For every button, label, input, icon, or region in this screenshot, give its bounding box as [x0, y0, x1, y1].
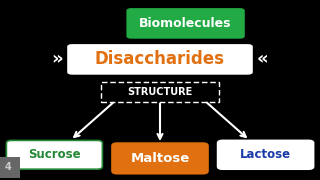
FancyBboxPatch shape	[112, 143, 208, 174]
FancyBboxPatch shape	[126, 8, 245, 39]
FancyBboxPatch shape	[101, 82, 219, 102]
Text: Maltose: Maltose	[130, 152, 190, 165]
FancyBboxPatch shape	[67, 44, 253, 75]
FancyBboxPatch shape	[6, 140, 102, 169]
Text: Disaccharides: Disaccharides	[95, 50, 225, 68]
Text: STRUCTURE: STRUCTURE	[127, 87, 193, 97]
FancyBboxPatch shape	[0, 157, 20, 178]
Text: Sucrose: Sucrose	[28, 148, 81, 161]
Text: 4: 4	[4, 162, 12, 172]
Text: «: «	[257, 50, 268, 68]
FancyBboxPatch shape	[218, 140, 314, 169]
Text: Biomolecules: Biomolecules	[139, 17, 232, 30]
Text: »: »	[52, 50, 63, 68]
Text: Lactose: Lactose	[240, 148, 291, 161]
